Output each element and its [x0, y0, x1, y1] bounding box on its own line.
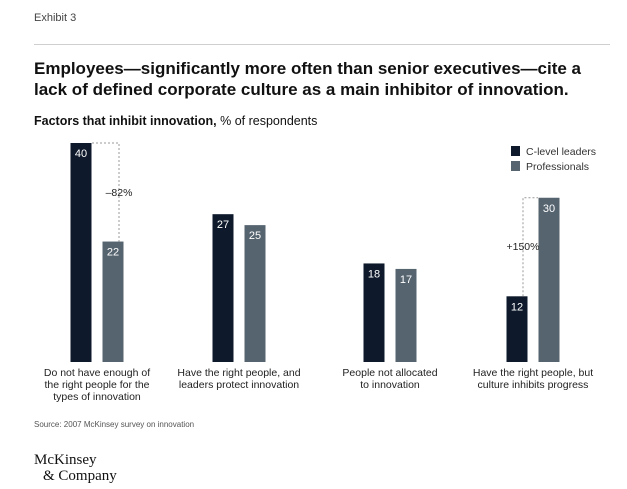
- bar-value-label: 22: [107, 247, 119, 259]
- bar-chart: 40 27 18 12 22 25 17 30 Do not have enough ofthe…: [44, 142, 596, 403]
- bar-professionals-0: [102, 241, 124, 362]
- bar-value-label: 40: [75, 148, 87, 160]
- legend-swatch: [511, 161, 520, 171]
- category-label: culture inhibits progress: [478, 379, 589, 391]
- change-label: –82%: [106, 187, 133, 199]
- bar-value-label: 25: [249, 230, 261, 242]
- source-note: Source: 2007 McKinsey survey on innovati…: [34, 420, 195, 429]
- bar-value-label: 27: [217, 219, 229, 231]
- category-label: to innovation: [360, 379, 420, 391]
- mckinsey-logo: McKinsey & Company: [34, 452, 117, 484]
- bar-c-level-0: [70, 143, 92, 362]
- category-label: Have the right people, but: [473, 367, 593, 379]
- change-label: +150%: [507, 241, 540, 253]
- bar-value-label: 18: [368, 268, 380, 280]
- category-label: the right people for the: [44, 379, 149, 391]
- chart-title: Employees—significantly more often than …: [34, 59, 582, 99]
- category-label: People not allocated: [342, 367, 437, 379]
- category-label: types of innovation: [53, 391, 141, 403]
- header-divider: [34, 44, 610, 45]
- bar-value-label: 12: [511, 301, 523, 313]
- category-label: Do not have enough of: [44, 367, 150, 379]
- change-connector: [522, 197, 538, 297]
- chart-subtitle: Factors that inhibit innovation, % of re…: [34, 114, 317, 128]
- change-connector: [92, 142, 120, 242]
- bar-professionals-1: [244, 225, 266, 362]
- legend-entry: Professionals: [526, 161, 589, 173]
- category-label: Have the right people, and: [177, 367, 300, 379]
- bar-value-label: 17: [400, 274, 412, 286]
- logo-line-2: & Company: [43, 468, 117, 484]
- legend-swatch: [511, 146, 520, 156]
- bar-c-level-3: [506, 296, 528, 362]
- bar-professionals-3: [538, 197, 560, 362]
- bar-value-label: 30: [543, 203, 555, 215]
- category-label: leaders protect innovation: [179, 379, 299, 391]
- logo-line-1: McKinsey: [34, 452, 97, 468]
- bar-professionals-2: [395, 268, 417, 362]
- subtitle-bold: Factors that inhibit innovation,: [34, 114, 217, 128]
- subtitle-unit: % of respondents: [216, 114, 318, 128]
- legend-entry: C-level leaders: [526, 146, 596, 158]
- exhibit-label: Exhibit 3: [34, 12, 77, 24]
- bar-c-level-1: [212, 214, 234, 362]
- bar-c-level-2: [363, 263, 385, 362]
